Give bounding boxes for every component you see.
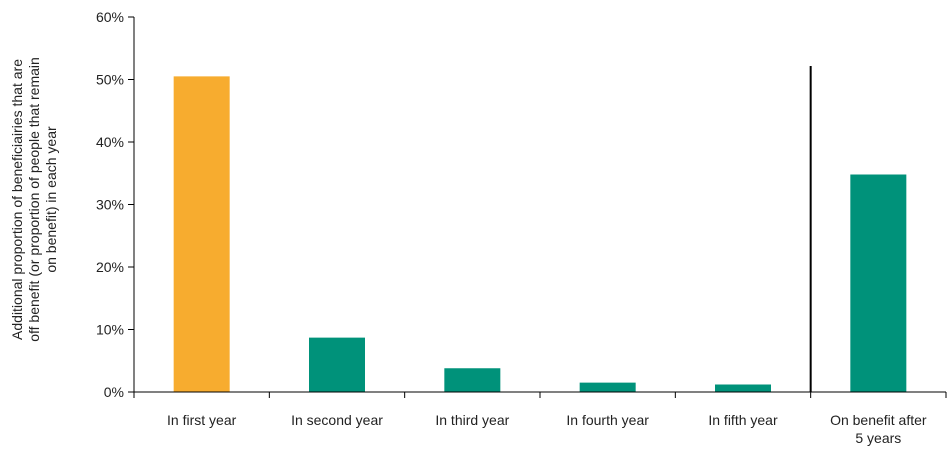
y-tick-label: 40% bbox=[96, 134, 124, 150]
x-tick-label: In fifth year bbox=[708, 412, 778, 428]
bar bbox=[173, 76, 230, 392]
bar bbox=[850, 174, 907, 392]
x-tick-label: On benefit after bbox=[830, 412, 927, 428]
y-tick-label: 0% bbox=[104, 384, 124, 400]
y-axis-label-line: off benefit (or proportion of people tha… bbox=[26, 57, 42, 342]
x-axis: In first year In second year In third year… bbox=[133, 391, 947, 446]
x-tick-label: In fourth year bbox=[566, 412, 649, 428]
y-tick-label: 50% bbox=[96, 72, 124, 88]
y-axis-label: Additional proportion of beneficiairies … bbox=[9, 57, 59, 342]
y-axis-label-line: Additional proportion of beneficiairies … bbox=[9, 59, 25, 340]
bar bbox=[715, 384, 771, 392]
bar bbox=[309, 337, 365, 392]
y-tick-label: 10% bbox=[96, 322, 124, 338]
y-axis-label-line: on benefit) in each year bbox=[43, 126, 59, 273]
bar bbox=[579, 382, 636, 392]
bar bbox=[444, 368, 501, 392]
x-tick-label: In third year bbox=[435, 412, 509, 428]
x-tick-label: In first year bbox=[167, 412, 237, 428]
y-axis: 0% 10% 20% 30% 40% 50% 60% bbox=[96, 9, 135, 400]
bars bbox=[173, 66, 907, 392]
y-tick-label: 60% bbox=[96, 9, 124, 25]
x-tick-label: In second year bbox=[291, 412, 383, 428]
y-tick-label: 30% bbox=[96, 197, 124, 213]
y-tick-label: 20% bbox=[96, 259, 124, 275]
x-tick-label: 5 years bbox=[855, 430, 901, 446]
